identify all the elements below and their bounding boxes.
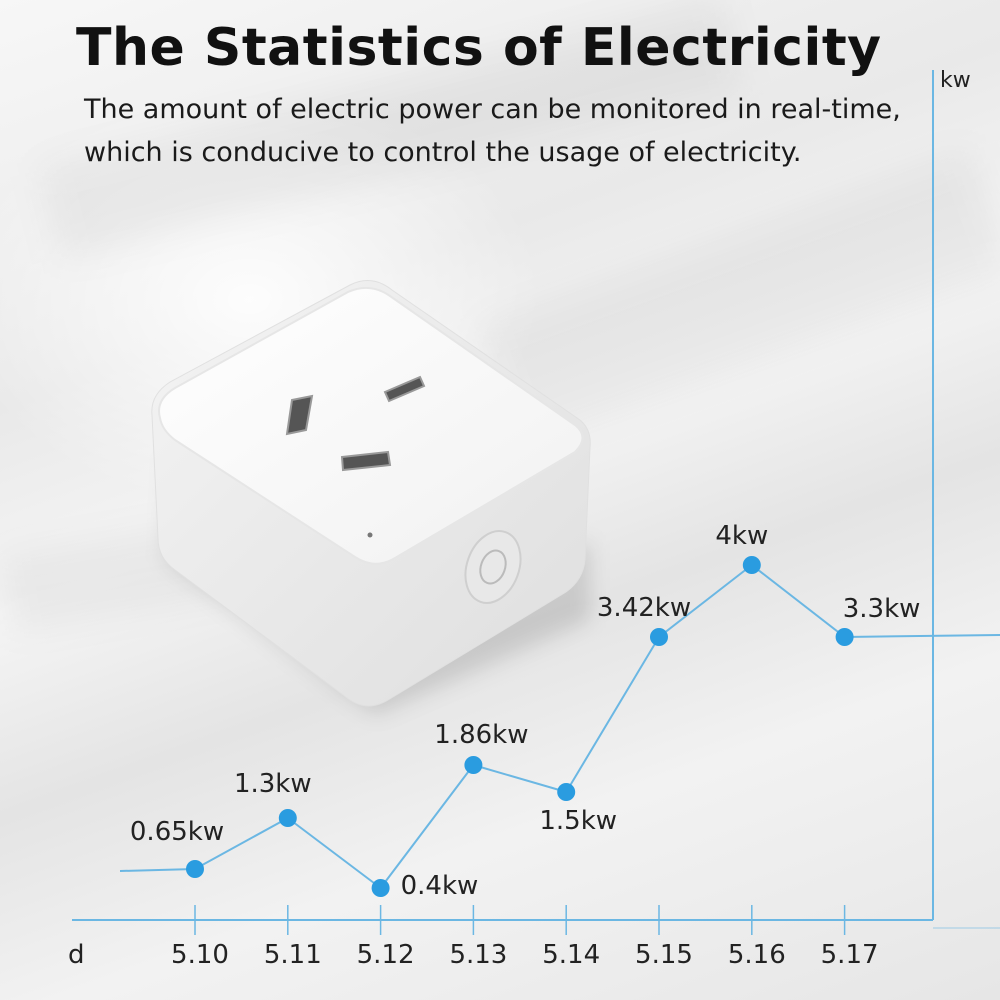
data-point <box>186 860 204 878</box>
x-tick-label: 5.10 <box>171 940 229 970</box>
x-axis-label: d <box>68 940 85 970</box>
data-label: 0.4kw <box>401 871 479 901</box>
series-line <box>194 564 846 889</box>
x-tick-label: 5.16 <box>728 940 786 970</box>
data-point <box>557 783 576 801</box>
data-point <box>835 628 854 646</box>
page-title: The Statistics of Electricity <box>76 18 882 78</box>
series-line-tail <box>844 634 1000 638</box>
data-label: 0.65kw <box>130 817 224 847</box>
data-label: 1.86kw <box>434 720 528 750</box>
data-point <box>464 756 483 774</box>
smart-plug-image <box>151 280 591 715</box>
data-point <box>650 628 668 646</box>
data-point <box>742 556 761 574</box>
chart-axes <box>72 70 1000 929</box>
x-tick-label: 5.17 <box>821 940 879 970</box>
data-point <box>371 879 390 897</box>
x-tick-label: 5.11 <box>264 940 322 970</box>
data-label: 4kw <box>715 521 768 551</box>
y-axis-label: kw <box>940 68 971 93</box>
page-subtitle: The amount of electric power can be moni… <box>84 94 901 168</box>
x-tick-label: 5.12 <box>357 940 415 970</box>
series-line-lead <box>119 868 196 872</box>
data-label: 3.42kw <box>597 593 691 623</box>
chart-marks: 5.10 5.11 5.12 5.13 5.14 5.15 5.16 5.17 0.65kw 1.… <box>119 521 1000 970</box>
data-label: 1.3kw <box>234 769 312 799</box>
x-tick-label: 5.15 <box>635 940 693 970</box>
x-tick-label: 5.13 <box>449 940 507 970</box>
x-tick-label: 5.14 <box>542 940 600 970</box>
data-label: 1.5kw <box>539 806 617 836</box>
data-point <box>278 809 297 827</box>
data-label: 3.3kw <box>843 594 921 624</box>
